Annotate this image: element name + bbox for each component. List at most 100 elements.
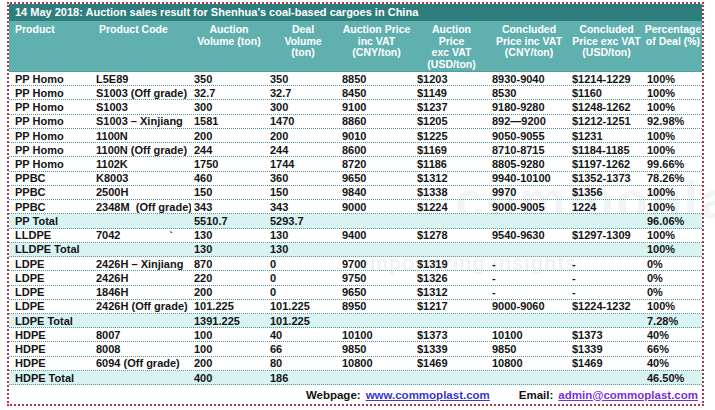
email-link[interactable]: admin@commoplast.com (558, 389, 698, 401)
page: commoplast empowering insights 14 May 20… (0, 0, 715, 410)
cell: $1356 (569, 186, 644, 198)
cell: 1102K (93, 158, 191, 170)
cell: 0% (644, 272, 702, 284)
cell: PPBC (9, 201, 93, 213)
cell: PP Homo (9, 130, 93, 142)
cell: 8850 (339, 73, 414, 85)
cell: 9000-9060 (489, 300, 569, 312)
cell: 99.66% (644, 158, 702, 170)
cell: $1186 (414, 158, 489, 170)
cell: 9000-9005 (489, 201, 569, 213)
cell: 130 (267, 229, 339, 241)
table-row: LLDPE7042 `1301309400$12789540-9630$1297… (9, 229, 702, 243)
cell: 40% (644, 329, 702, 341)
cell: 5293.7 (267, 215, 339, 227)
cell: 9400 (339, 229, 414, 241)
cell: LDPE (9, 286, 93, 298)
column-header: Auction Price exc VAT (USD/ton) (414, 21, 489, 71)
cell: 1750 (191, 158, 267, 170)
column-header: Concluded Price exc VAT (USD/ton) (569, 21, 644, 71)
webpage-link[interactable]: www.commoplast.com (366, 389, 490, 401)
cell: 40% (644, 357, 702, 369)
cell: LDPE Total (9, 315, 93, 327)
cell: PP Homo (9, 87, 93, 99)
column-header: Auction Volume (ton) (191, 21, 267, 71)
cell: L5E89 (93, 73, 191, 85)
column-header: Product (9, 21, 93, 71)
cell: 9970 (489, 186, 569, 198)
cell: 300 (267, 101, 339, 113)
cell: 8008 (93, 343, 191, 355)
email-label: Email: (519, 389, 554, 401)
cell: PP Homo (9, 115, 93, 127)
cell: S1003 (Off grade) (93, 87, 191, 99)
cell: S1003 – Xinjiang (93, 115, 191, 127)
cell: 1100N (Off grade) (93, 144, 191, 156)
cell: 220 (191, 272, 267, 284)
cell: PPBC (9, 172, 93, 184)
cell: - (489, 286, 569, 298)
cell: 343 (191, 201, 267, 213)
cell: $1326 (414, 272, 489, 284)
cell: 9650 (339, 286, 414, 298)
cell: 92.98% (644, 115, 702, 127)
cell: 0% (644, 258, 702, 270)
cell: 8710-8715 (489, 144, 569, 156)
table-header-row: ProductProduct CodeAuction Volume (ton)D… (9, 21, 702, 72)
cell: 100% (644, 87, 702, 99)
cell: 8600 (339, 144, 414, 156)
cell: 200 (267, 130, 339, 142)
cell: LDPE (9, 300, 93, 312)
column-header: Auction Price inc VAT (CNY/ton) (339, 21, 414, 71)
cell: 10100 (339, 329, 414, 341)
cell: $1297-1309 (569, 229, 644, 241)
cell: K8003 (93, 172, 191, 184)
cell: $1338 (414, 186, 489, 198)
cell: 9000 (339, 201, 414, 213)
cell: 9010 (339, 130, 414, 142)
webpage-label: Webpage: (306, 389, 361, 401)
cell: 10100 (489, 329, 569, 341)
cell: 200 (191, 357, 267, 369)
cell: LDPE (9, 258, 93, 270)
table-row: LDPE2426H22009750$1326--0% (9, 271, 702, 285)
column-header: Percentage of Deal (%) (644, 21, 702, 71)
cell: 8007 (93, 329, 191, 341)
cell: $1197-1262 (569, 158, 644, 170)
cell: 101.225 (267, 300, 339, 312)
cell: PPBC (9, 186, 93, 198)
cell: 244 (267, 144, 339, 156)
cell: 32.7 (267, 87, 339, 99)
cell: 200 (191, 286, 267, 298)
cell: - (489, 272, 569, 284)
table-row: PP Homo1100N2002009010$12259050-9055$123… (9, 129, 702, 143)
cell: 1391.225 (191, 315, 267, 327)
cell: 0% (644, 286, 702, 298)
table-row: PP HomoS1003 – Xinjiang158114708860$1205… (9, 115, 702, 129)
cell: 100% (644, 101, 702, 113)
cell: 100 (191, 329, 267, 341)
cell: 100% (644, 130, 702, 142)
table-row: PPBC2500H1501509840$13389970$1356100% (9, 186, 702, 200)
cell: 10800 (339, 357, 414, 369)
cell: $1339 (414, 343, 489, 355)
cell: 1100N (93, 130, 191, 142)
cell: $1319 (414, 258, 489, 270)
cell: 150 (267, 186, 339, 198)
cell: HDPE Total (9, 372, 93, 384)
cell: 9940-10100 (489, 172, 569, 184)
cell: PP Homo (9, 144, 93, 156)
cell: 5510.7 (191, 215, 267, 227)
cell: 1470 (267, 115, 339, 127)
table-row: HDPE8008100669850$13399850$133966% (9, 342, 702, 356)
cell: 100% (644, 73, 702, 85)
cell: 9540-9630 (489, 229, 569, 241)
table-row: PP Homo1102K175017448720$11868805-9280$1… (9, 157, 702, 171)
cell: PP Homo (9, 158, 93, 170)
cell: LLDPE (9, 229, 93, 241)
cell: - (569, 258, 644, 270)
cell: - (569, 272, 644, 284)
cell: S1003 (93, 101, 191, 113)
cell: 892—9200 (489, 115, 569, 127)
cell: - (489, 258, 569, 270)
